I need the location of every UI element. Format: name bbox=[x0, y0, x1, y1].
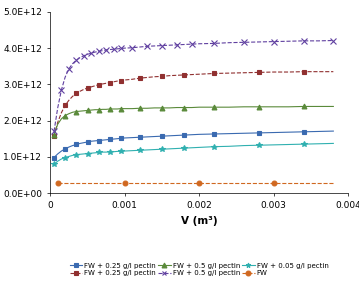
Legend: FW + 0.25 g/l pectin, FW + 0.25 g/l pectin, FW + 0.5 g/l pectin, FW + 0.5 g/l pe: FW + 0.25 g/l pectin, FW + 0.25 g/l pect… bbox=[67, 260, 331, 279]
X-axis label: V (m³): V (m³) bbox=[181, 216, 218, 226]
